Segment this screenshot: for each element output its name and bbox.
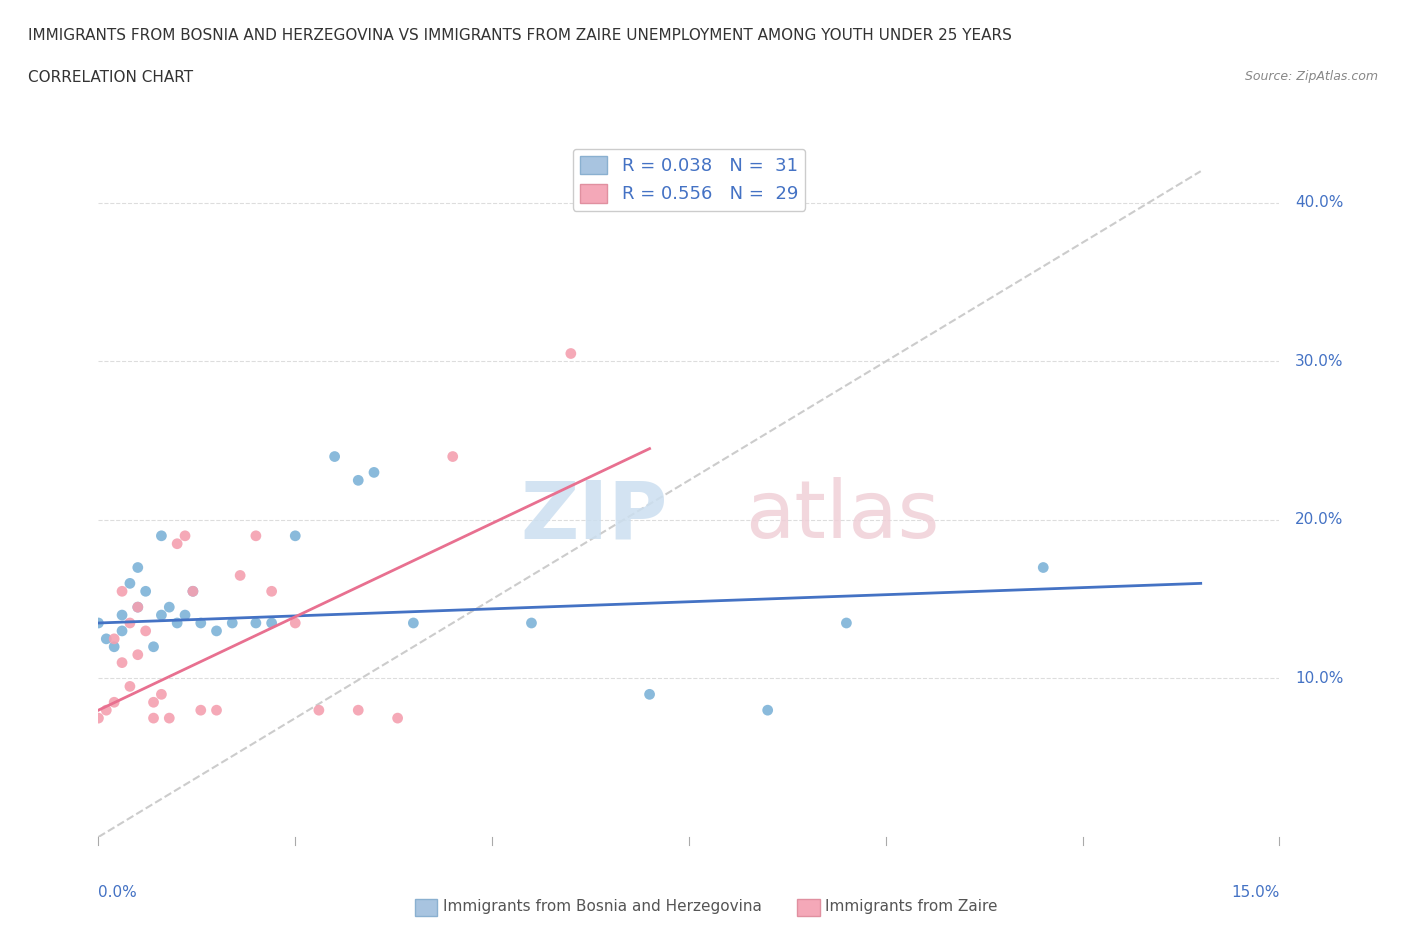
Text: Source: ZipAtlas.com: Source: ZipAtlas.com [1244, 70, 1378, 83]
Point [142, 711, 165, 725]
Point [756, 703, 779, 718]
Point [174, 528, 197, 543]
Point [118, 576, 141, 591]
Point [260, 584, 283, 599]
Point [111, 584, 134, 599]
Text: 20.0%: 20.0% [1295, 512, 1344, 527]
Text: 0.0%: 0.0% [98, 884, 138, 899]
Point [103, 639, 125, 654]
Point [560, 346, 582, 361]
Point [181, 584, 204, 599]
Point [181, 584, 204, 599]
Point [166, 537, 188, 551]
Text: Immigrants from Zaire: Immigrants from Zaire [825, 899, 998, 914]
Point [323, 449, 346, 464]
Point [111, 655, 134, 670]
Text: 40.0%: 40.0% [1295, 195, 1344, 210]
Point [118, 679, 141, 694]
Point [245, 616, 267, 631]
Text: 15.0%: 15.0% [1232, 884, 1279, 899]
Point [118, 616, 141, 631]
Point [347, 472, 370, 487]
Text: CORRELATION CHART: CORRELATION CHART [28, 70, 193, 85]
Text: ZIP: ZIP [520, 477, 668, 555]
Point [127, 600, 149, 615]
Text: IMMIGRANTS FROM BOSNIA AND HERZEGOVINA VS IMMIGRANTS FROM ZAIRE UNEMPLOYMENT AMO: IMMIGRANTS FROM BOSNIA AND HERZEGOVINA V… [28, 28, 1012, 43]
Point [347, 703, 370, 718]
Point [135, 623, 157, 638]
Point [363, 465, 385, 480]
Point [229, 568, 252, 583]
Point [103, 631, 125, 646]
Point [835, 616, 858, 631]
Point [142, 695, 165, 710]
Point [87, 711, 110, 725]
Point [308, 703, 330, 718]
Point [157, 711, 180, 725]
Point [127, 600, 149, 615]
Point [520, 616, 543, 631]
Point [260, 616, 283, 631]
Point [150, 528, 173, 543]
Point [96, 631, 118, 646]
Point [111, 607, 134, 622]
Text: 10.0%: 10.0% [1295, 671, 1344, 686]
Point [205, 623, 228, 638]
Point [221, 616, 243, 631]
Point [111, 623, 134, 638]
Text: 30.0%: 30.0% [1295, 354, 1344, 369]
Point [157, 600, 180, 615]
Point [166, 616, 188, 631]
Point [638, 687, 661, 702]
Point [150, 687, 173, 702]
Point [441, 449, 464, 464]
Point [190, 616, 212, 631]
Point [284, 528, 307, 543]
Point [142, 639, 165, 654]
Point [1032, 560, 1054, 575]
Point [190, 703, 212, 718]
Point [402, 616, 425, 631]
Point [96, 703, 118, 718]
Point [387, 711, 409, 725]
Point [284, 616, 307, 631]
Text: atlas: atlas [745, 477, 939, 555]
Point [103, 695, 125, 710]
Point [87, 616, 110, 631]
Point [174, 607, 197, 622]
Point [245, 528, 267, 543]
Point [135, 584, 157, 599]
Point [127, 560, 149, 575]
Point [127, 647, 149, 662]
Point [150, 607, 173, 622]
Legend: R = 0.038   N =  31, R = 0.556   N =  29: R = 0.038 N = 31, R = 0.556 N = 29 [572, 149, 806, 211]
Text: Immigrants from Bosnia and Herzegovina: Immigrants from Bosnia and Herzegovina [443, 899, 762, 914]
Point [205, 703, 228, 718]
